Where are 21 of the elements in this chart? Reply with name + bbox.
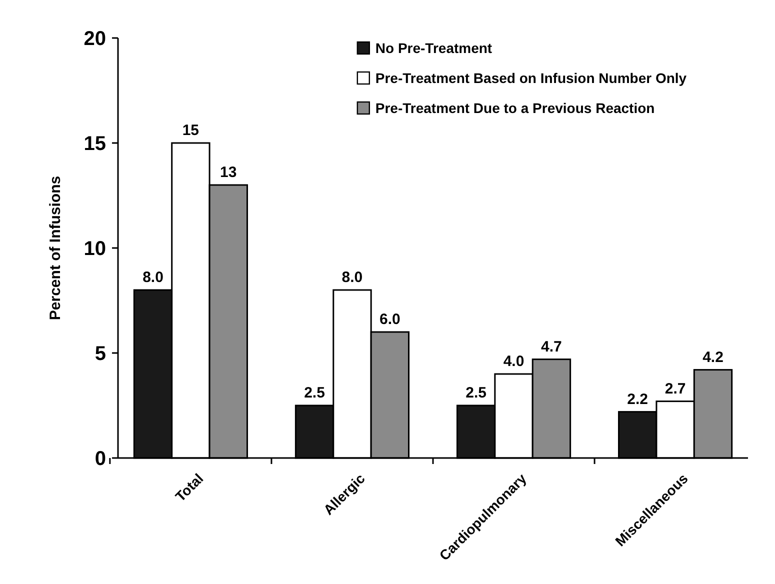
data-label: 6.0 [379,311,400,328]
legend-label: Pre-Treatment Based on Infusion Number Only [375,70,687,86]
y-tick-label: 20 [84,28,106,50]
data-label: 2.5 [466,384,487,402]
data-label: 15 [182,122,200,139]
y-axis-title: Percent of Infusions [47,176,64,320]
data-label: 2.2 [627,390,648,408]
y-tick-label: 15 [84,133,106,155]
data-label: 8.0 [142,269,164,286]
data-label: 2.5 [304,384,325,402]
y-tick-label: 5 [94,343,106,365]
y-tick-label: 10 [84,238,106,260]
legend-label: No Pre-Treatment [375,40,492,56]
data-label: 13 [220,164,237,181]
y-tick-label: 0 [94,448,106,470]
data-label: 4.0 [503,353,524,370]
legend-label: Pre-Treatment Due to a Previous Reaction [375,100,655,116]
data-label: 4.7 [541,338,562,356]
data-label: 8.0 [342,269,363,286]
data-label: 2.7 [664,380,686,398]
data-label: 4.2 [702,348,724,366]
